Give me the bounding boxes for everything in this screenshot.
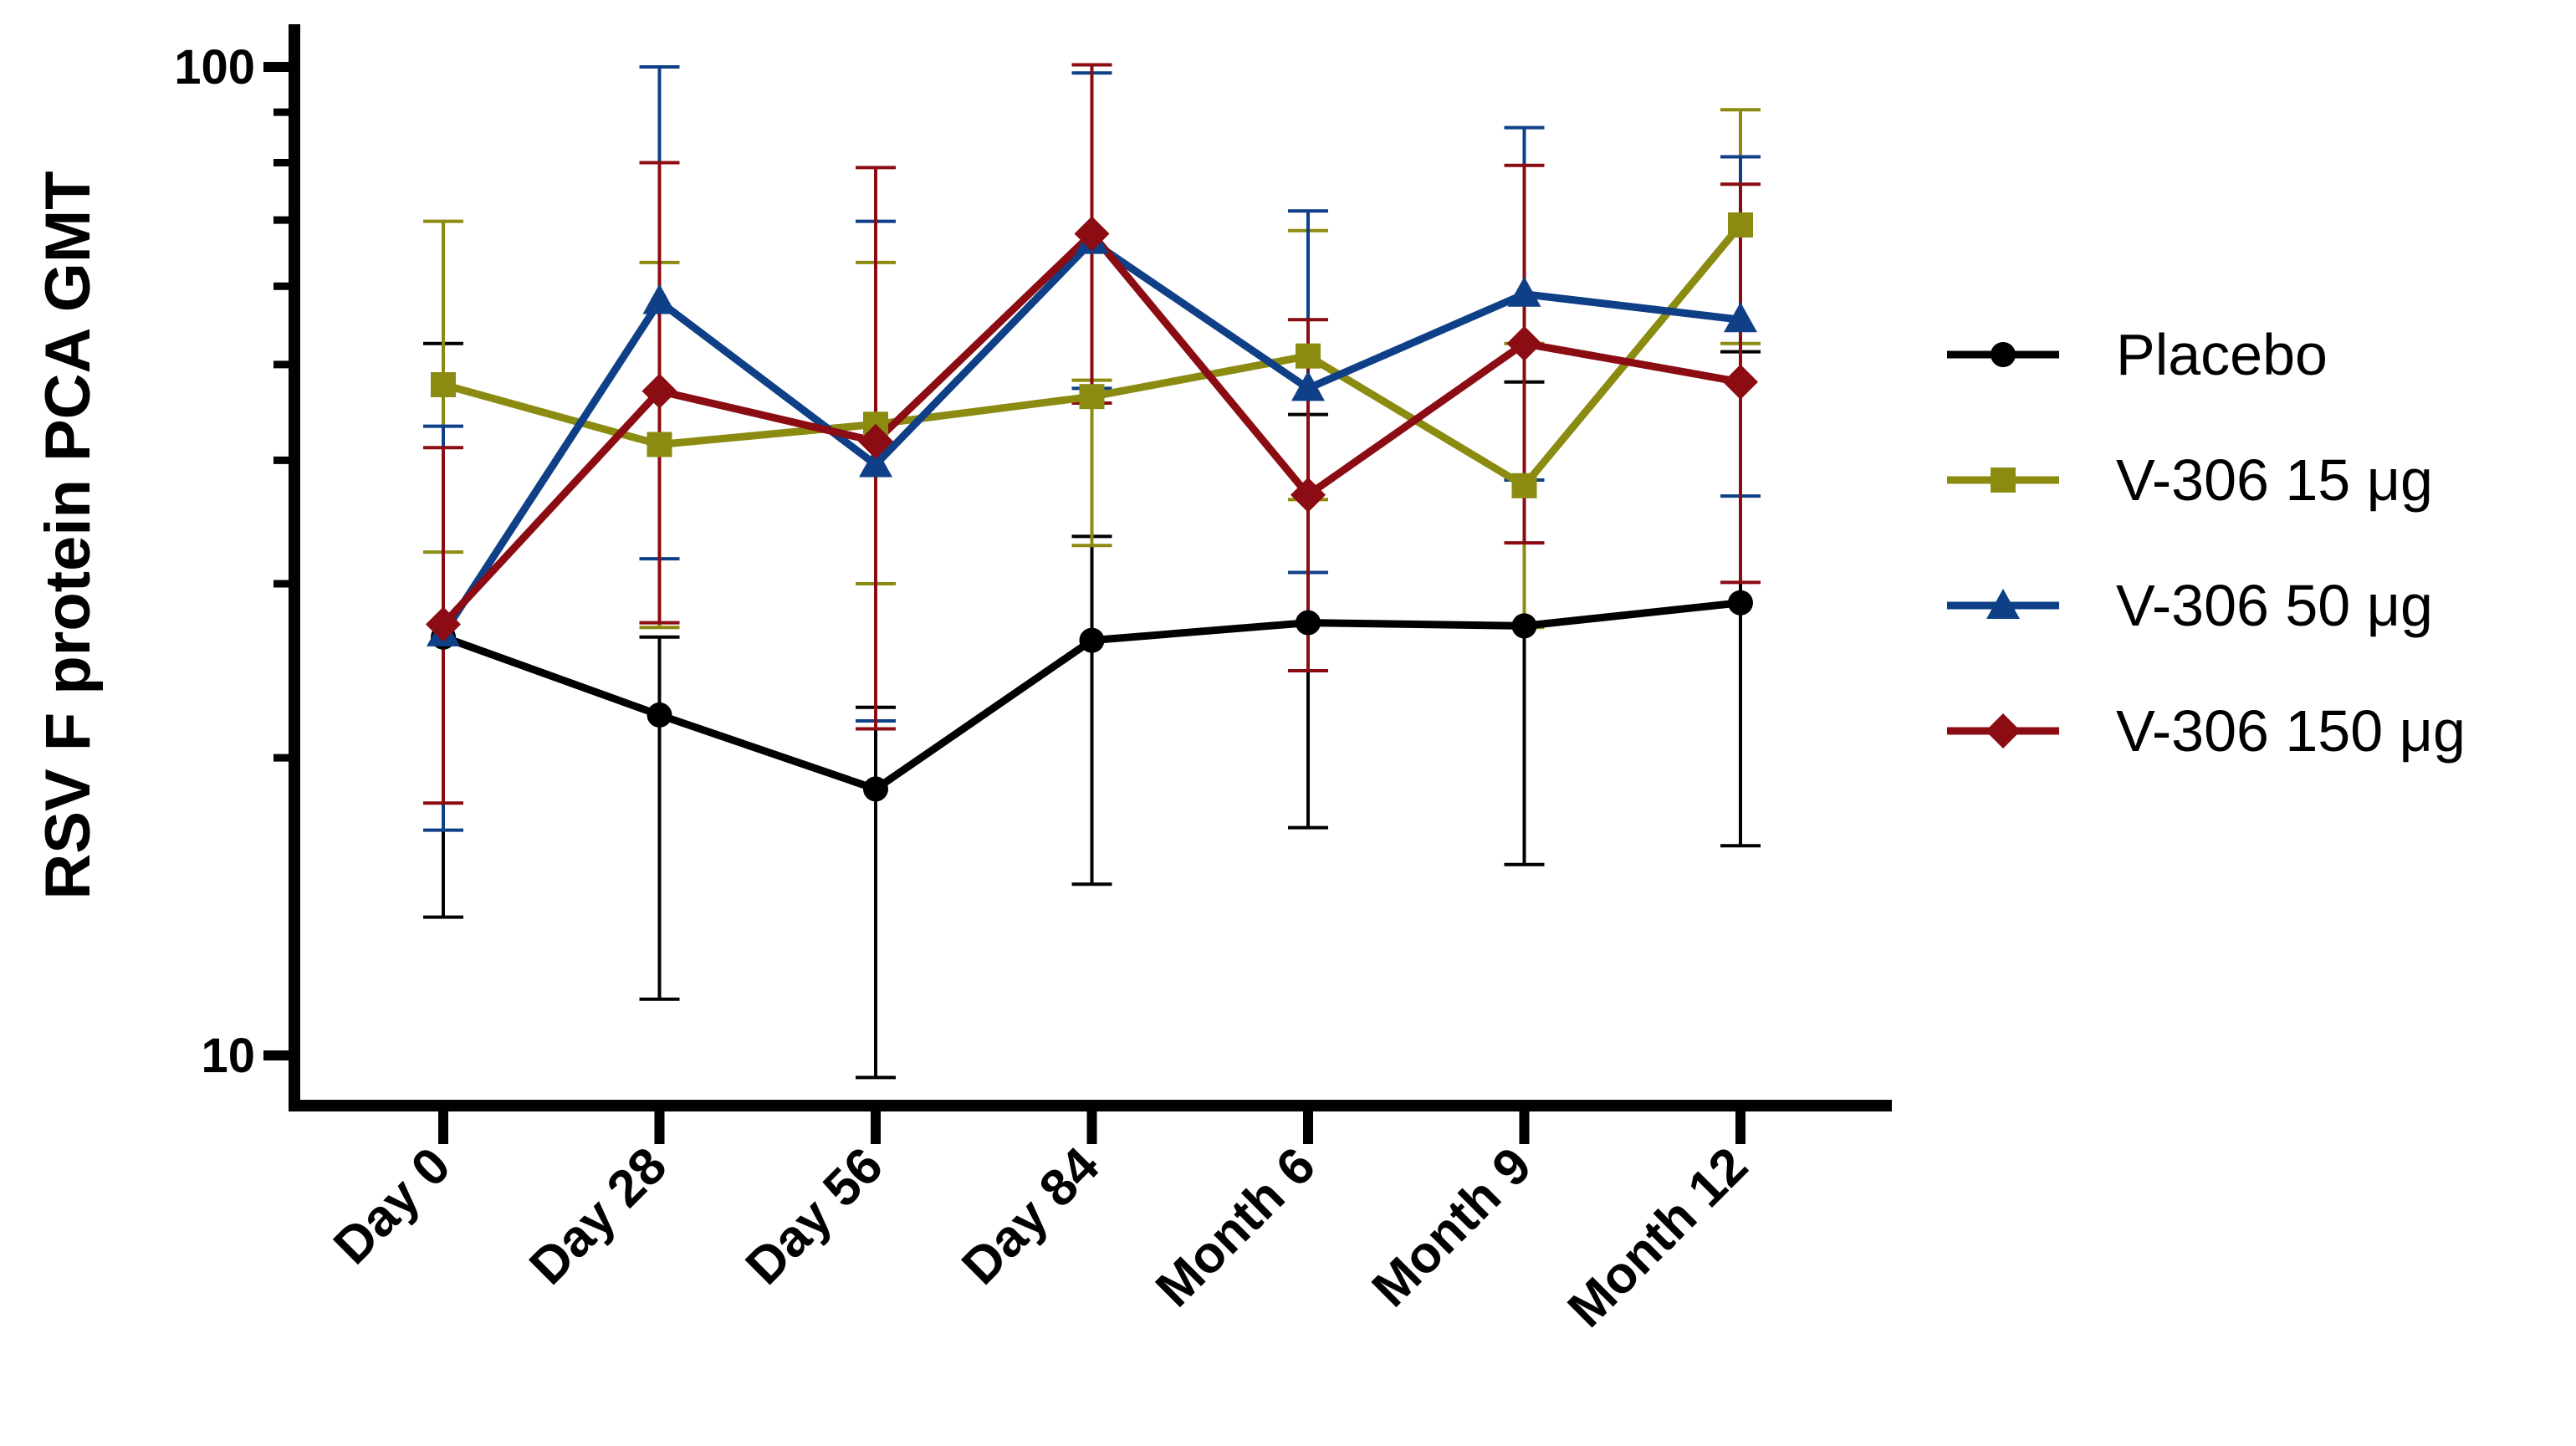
point-v-306-150-g-month-12	[1723, 364, 1758, 400]
point-v-306-15-g-day-28	[647, 432, 672, 457]
legend-marker-v306-15	[1991, 468, 2016, 493]
point-placebo-day-84	[1079, 627, 1105, 653]
point-placebo-day-56	[863, 776, 888, 802]
x-tick-label-month-6: Month 6	[1145, 1137, 1326, 1318]
point-v-306-150-g-day-56	[858, 423, 893, 459]
point-v-306-50-g-month-12	[1724, 302, 1757, 333]
point-v-306-15-g-month-9	[1511, 473, 1537, 498]
legend-label-v306-15: V-306 15 μg	[2116, 447, 2433, 513]
point-v-306-15-g-day-0	[431, 371, 456, 397]
y-tick-label-10: 10	[201, 1029, 255, 1083]
legend-item-v306-50: V-306 50 μg	[1947, 573, 2433, 638]
point-v-306-50-g-day-28	[642, 284, 677, 314]
legend-item-v306-15: V-306 15 μg	[1947, 447, 2433, 513]
point-v-306-15-g-month-12	[1728, 212, 1753, 238]
legend-item-v306-150: V-306 150 μg	[1947, 698, 2466, 764]
x-tick-label-month-9: Month 9	[1362, 1137, 1543, 1318]
y-minor-ticks	[273, 108, 294, 762]
error-bar-placebo-3	[1071, 534, 1112, 887]
point-placebo-month-9	[1511, 613, 1537, 639]
point-v-306-50-g-month-9	[1507, 276, 1541, 307]
error-bar-placebo-2	[856, 705, 896, 1080]
x-tick-label-day-56: Day 56	[735, 1137, 894, 1295]
point-v-306-150-g-day-84	[1074, 216, 1110, 252]
legend-label-placebo: Placebo	[2116, 322, 2328, 387]
point-v-306-150-g-month-6	[1291, 477, 1326, 513]
x-tick-label-month-12: Month 12	[1557, 1137, 1759, 1338]
axes: 100 10	[174, 24, 1892, 1111]
legend: Placebo V-306 15 μg V-306 50 μg V-306 15…	[1947, 322, 2466, 764]
point-v-306-15-g-day-84	[1079, 384, 1105, 410]
legend-item-placebo: Placebo	[1947, 322, 2328, 387]
x-tick-label-day-0: Day 0	[323, 1137, 462, 1275]
point-v-306-50-g-month-6	[1291, 370, 1325, 401]
legend-label-v306-150: V-306 150 μg	[2116, 698, 2466, 764]
y-tick-label-100: 100	[174, 40, 255, 95]
legend-marker-placebo	[1991, 342, 2016, 367]
y-axis-title: RSV F protein PCA GMT	[33, 171, 104, 899]
series-markers	[426, 212, 1758, 802]
legend-marker-v306-50	[1986, 589, 2020, 619]
error-bar-placebo-1	[639, 635, 680, 1001]
legend-marker-v306-150	[1986, 713, 2021, 749]
point-v-306-150-g-day-0	[426, 606, 461, 642]
point-placebo-month-12	[1728, 590, 1753, 616]
point-v-306-50-g-day-56	[859, 447, 892, 478]
point-v-306-150-g-month-9	[1506, 325, 1542, 361]
x-ticks: Day 0 Day 28 Day 56 Day 84 Month 6 Month 9 Mon…	[323, 1106, 1759, 1338]
x-tick-label-day-28: Day 28	[519, 1137, 677, 1295]
point-v-306-150-g-day-28	[641, 373, 677, 409]
point-placebo-day-28	[647, 702, 672, 728]
x-tick-label-day-84: Day 84	[951, 1137, 1111, 1296]
legend-label-v306-50: V-306 50 μg	[2116, 573, 2433, 638]
point-placebo-month-6	[1296, 610, 1321, 636]
point-v-306-15-g-month-6	[1296, 343, 1321, 369]
